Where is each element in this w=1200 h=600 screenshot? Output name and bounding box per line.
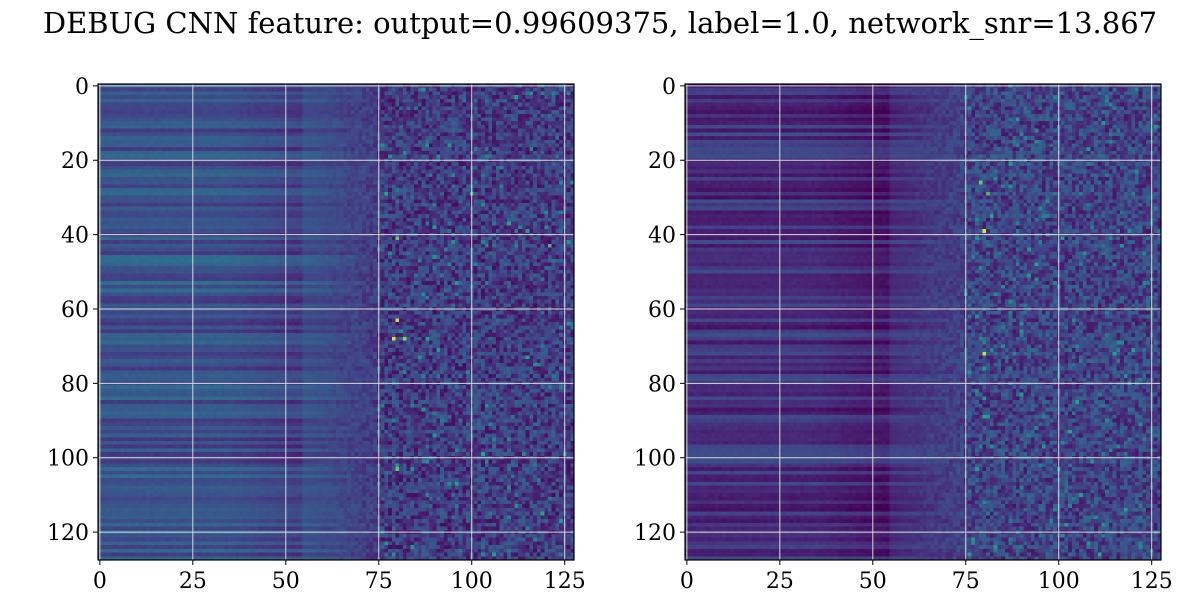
x-tick-label: 50 (859, 569, 887, 594)
x-tick-label: 75 (365, 569, 393, 594)
y-tick-label: 40 (648, 224, 676, 249)
y-tick-label: 80 (61, 372, 89, 397)
y-tick-label: 20 (61, 149, 89, 174)
x-tick-label: 50 (272, 569, 300, 594)
y-tick-label: 80 (648, 372, 676, 397)
x-tick-label: 25 (179, 569, 207, 594)
y-tick-label: 60 (648, 298, 676, 323)
heatmap-panel-left: 0 25 50 75 100 125 0 20 40 60 80 100 120 (47, 75, 586, 594)
y-tick-label: 60 (61, 298, 89, 323)
x-tick-label: 25 (766, 569, 794, 594)
y-tick-label: 120 (634, 521, 676, 546)
heatmap-image (98, 84, 574, 560)
y-tick-label: 100 (634, 447, 676, 472)
x-tick-label: 125 (1131, 569, 1173, 594)
y-tick-label: 120 (47, 521, 89, 546)
figure-title: DEBUG CNN feature: output=0.99609375, la… (42, 6, 1158, 40)
x-tick-label: 75 (952, 569, 980, 594)
heatmap-image (685, 84, 1161, 560)
y-tick-label: 20 (648, 149, 676, 174)
y-tick-label: 0 (75, 75, 89, 100)
x-tick-label: 0 (93, 569, 107, 594)
y-tick-label: 0 (662, 75, 676, 100)
axes-frame (684, 83, 1162, 561)
x-tick-label: 100 (1038, 569, 1080, 594)
x-tick-label: 125 (544, 569, 586, 594)
axes-frame (97, 83, 575, 561)
heatmap-panel-right: 0 25 50 75 100 125 0 20 40 60 80 100 120 (634, 75, 1173, 594)
x-tick-label: 0 (680, 569, 694, 594)
x-tick-label: 100 (451, 569, 493, 594)
y-tick-label: 100 (47, 447, 89, 472)
y-tick-label: 40 (61, 224, 89, 249)
